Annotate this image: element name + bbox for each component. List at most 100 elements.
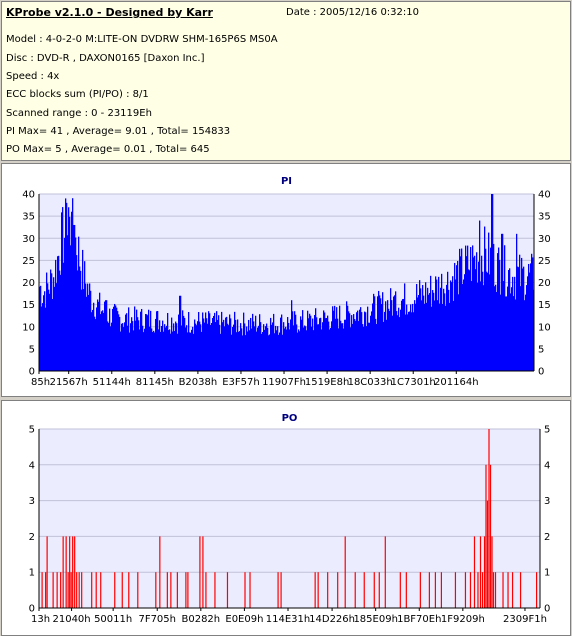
- x-tick-label: 13h: [31, 614, 50, 625]
- pi-bar: [224, 326, 226, 371]
- pi-bar: [503, 281, 505, 371]
- pi-bar: [240, 323, 242, 371]
- pi-bar: [286, 329, 288, 371]
- info-speed: Speed : 4x: [6, 71, 60, 82]
- pi-bar: [262, 331, 264, 371]
- pi-bar: [400, 309, 402, 371]
- pi-bar: [298, 329, 300, 371]
- pi-bar: [387, 300, 389, 371]
- pi-bar: [520, 286, 522, 371]
- pi-bar: [107, 321, 109, 371]
- pi-bar: [166, 325, 168, 371]
- po-bar: [492, 572, 495, 608]
- pi-bar: [478, 261, 480, 371]
- pi-bar: [529, 272, 531, 371]
- pi-bar: [118, 314, 120, 371]
- po-bar: [214, 572, 216, 608]
- pi-bar: [203, 318, 205, 371]
- pi-bar: [61, 212, 63, 371]
- pi-bar: [464, 274, 466, 371]
- x-tick-label: 185E09h: [353, 614, 397, 625]
- pi-bar: [216, 311, 218, 371]
- pi-bar: [223, 319, 225, 371]
- pi-bar: [103, 312, 105, 371]
- pi-bar: [295, 314, 297, 371]
- pi-bar: [221, 311, 223, 371]
- pi-bar: [371, 311, 373, 371]
- pi-bar: [270, 317, 272, 371]
- po-bar: [434, 572, 436, 608]
- pi-bar: [456, 265, 458, 371]
- pi-bar: [188, 312, 190, 371]
- pi-bar: [205, 312, 207, 371]
- po-bar: [76, 572, 78, 608]
- pi-bar: [280, 317, 282, 371]
- y-tick-label-left: 4: [29, 460, 35, 471]
- pi-bar: [178, 314, 180, 371]
- y-tick-label-left: 35: [22, 212, 35, 223]
- pi-bar: [189, 332, 191, 371]
- pi-bar: [106, 300, 108, 371]
- pi-bar: [513, 296, 515, 371]
- pi-bar: [159, 320, 161, 371]
- pi-bar: [79, 266, 81, 371]
- pi-bar: [182, 310, 184, 371]
- pi-bar: [277, 326, 279, 371]
- po-bar: [469, 572, 472, 608]
- pi-bar: [214, 312, 216, 371]
- pi-bar: [149, 326, 151, 371]
- pi-bar: [244, 323, 246, 371]
- pi-bar: [388, 308, 390, 371]
- x-tick-label: 1C7301h: [391, 377, 436, 388]
- y-tick-label-right: 25: [538, 256, 551, 267]
- pi-bar: [58, 255, 60, 371]
- pi-bar: [414, 300, 416, 371]
- pi-bar: [173, 323, 175, 371]
- pi-bar: [135, 320, 137, 371]
- po-bar: [485, 464, 487, 608]
- pi-bar: [459, 248, 461, 371]
- pi-bar: [94, 316, 96, 371]
- pi-bar: [455, 279, 457, 371]
- chart-title: PO: [282, 413, 298, 424]
- pi-bar: [488, 232, 490, 371]
- po-bar: [199, 536, 201, 608]
- pi-bar: [407, 314, 409, 371]
- pi-bar: [396, 311, 398, 371]
- pi-bar: [201, 331, 203, 371]
- pi-bar: [366, 326, 368, 371]
- pi-bar: [115, 305, 117, 371]
- pi-bar: [226, 316, 228, 371]
- pi-bar: [353, 314, 355, 371]
- pi-bar: [150, 310, 152, 371]
- pi-bar: [518, 267, 520, 371]
- pi-bar: [491, 194, 493, 371]
- po-bar: [166, 572, 168, 608]
- pi-bar: [463, 279, 465, 371]
- pi-bar: [50, 269, 52, 371]
- pi-bar: [271, 324, 273, 371]
- pi-bar: [40, 285, 42, 371]
- y-tick-label-right: 10: [538, 322, 551, 333]
- pi-bar: [190, 332, 192, 371]
- po-bar: [511, 572, 514, 608]
- pi-bar: [59, 270, 61, 371]
- pi-bar: [526, 285, 528, 371]
- pi-bar: [532, 257, 534, 371]
- pi-bar: [446, 284, 448, 371]
- pi-bar: [185, 327, 187, 371]
- pi-bar: [69, 216, 71, 371]
- pi-bar: [292, 311, 294, 371]
- pi-bar: [45, 307, 47, 371]
- pi-bar: [475, 269, 477, 371]
- pi-bar: [44, 291, 46, 371]
- pi-bar: [194, 319, 196, 371]
- po-bar: [69, 536, 71, 608]
- pi-bar: [246, 326, 248, 371]
- pi-bar: [274, 333, 276, 371]
- pi-bar: [352, 323, 354, 371]
- pi-bar: [42, 303, 44, 371]
- x-tick-label: E0E09h: [225, 614, 263, 625]
- pi-bar: [141, 308, 143, 371]
- pi-bar: [254, 326, 256, 371]
